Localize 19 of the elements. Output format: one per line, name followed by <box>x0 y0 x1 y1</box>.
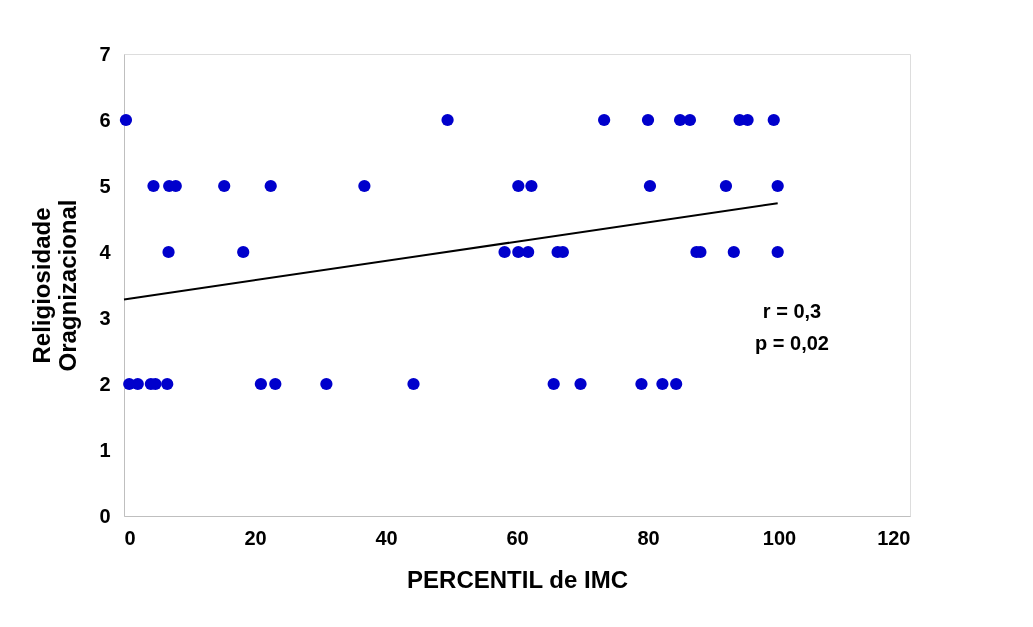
x-tick-label: 100 <box>762 526 797 549</box>
x-tick-label: 20 <box>244 526 267 549</box>
x-axis-title: PERCENTIL de IMC <box>407 565 628 593</box>
annotation: r = 0,3 <box>762 300 822 322</box>
y-tick-label: 7 <box>99 42 111 65</box>
x-tick-label: 0 <box>124 526 136 549</box>
y-tick-label: 2 <box>99 372 111 395</box>
y-tick-label: 3 <box>99 306 111 329</box>
y-tick-label: 0 <box>99 504 111 527</box>
y-tick-label: 6 <box>99 108 111 131</box>
x-tick-label: 40 <box>375 526 398 549</box>
y-axis-title: Religiosidade Oragnizacional <box>28 199 82 372</box>
x-tick-label: 80 <box>637 526 660 549</box>
annotation: p = 0,02 <box>755 332 829 354</box>
y-tick-label: 4 <box>99 240 112 263</box>
y-tick-label: 5 <box>99 174 111 197</box>
y-tick-label: 1 <box>99 438 111 461</box>
x-tick-label: 60 <box>506 526 529 549</box>
x-tick-label: 120 <box>877 526 911 549</box>
